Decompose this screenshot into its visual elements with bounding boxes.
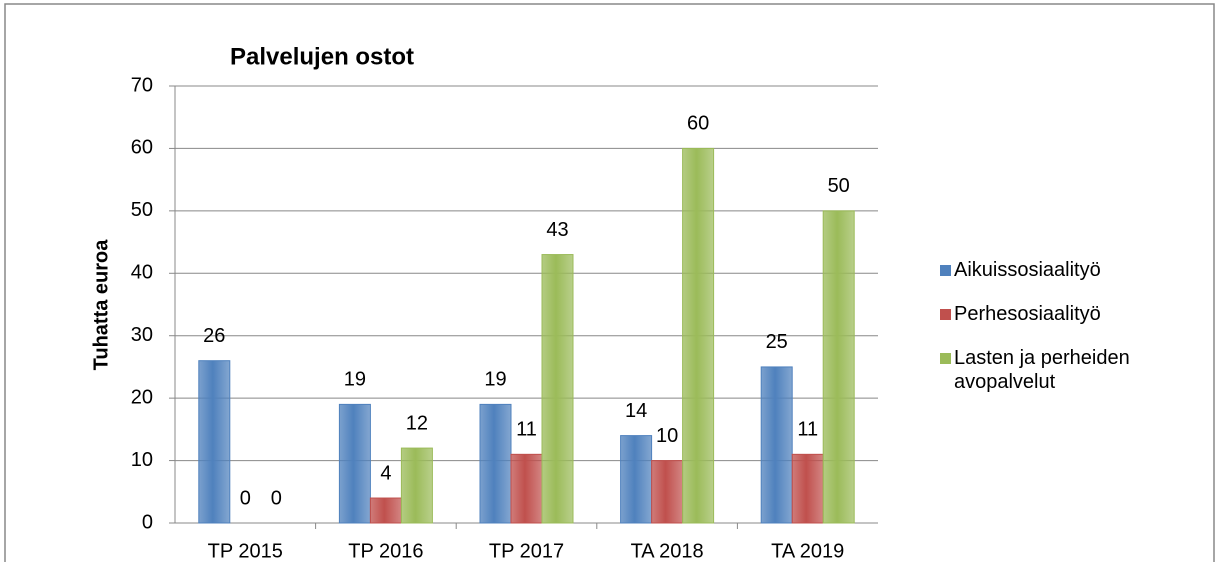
y-tick-label: 50 [131,199,153,221]
legend-swatch [940,353,951,364]
x-tick-label: TP 2016 [348,540,423,562]
legend-item: Lasten ja perheiden avopalvelut [940,346,1140,394]
legend: Aikuissosiaalityö Perhesosiaalityö Lasten … [940,258,1140,414]
bar [651,460,684,524]
legend-label: Aikuissosiaalityö [954,259,1101,281]
bar [541,254,574,524]
bar [198,360,231,524]
y-tick-label: 60 [131,137,153,159]
chart-title: Palvelujen ostot [230,43,414,70]
data-label: 11 [516,419,537,441]
bar [510,453,543,524]
data-label: 19 [484,369,506,391]
legend-item: Aikuissosiaalityö [940,258,1140,282]
legend-label: Lasten ja perheiden avopalvelut [954,347,1130,393]
data-label: 12 [406,412,428,434]
legend-swatch [940,265,951,276]
data-label: 26 [203,325,225,347]
bar [369,497,402,524]
chart-border [4,3,1215,562]
y-tick-label: 70 [131,74,153,96]
data-label: 0 [240,487,251,509]
bar [682,147,715,524]
bar [791,453,824,524]
bar [822,210,855,524]
data-label: 43 [546,219,568,241]
x-tick-label: TA 2019 [771,540,844,562]
bar [400,447,433,524]
y-tick-label: 40 [131,262,153,284]
x-tick-label: TP 2017 [489,540,564,562]
data-label: 60 [687,113,709,135]
legend-swatch [940,309,951,320]
data-label: 4 [380,462,391,484]
data-label: 50 [828,175,850,197]
data-label: 25 [766,331,788,353]
x-tick-label: TA 2018 [631,540,704,562]
data-label: 10 [656,425,678,447]
legend-label: Perhesosiaalityö [954,303,1101,325]
bar [760,366,793,524]
bar [338,403,371,524]
data-label: 11 [797,419,818,441]
data-label: 0 [271,487,282,509]
bar [620,435,653,524]
data-label: 19 [344,369,366,391]
legend-item: Perhesosiaalityö [940,302,1140,326]
y-axis-title: Tuhatta euroa [90,239,112,371]
bar [479,403,512,524]
x-tick-label: TP 2015 [208,540,283,562]
y-tick-label: 30 [131,324,153,346]
y-tick-label: 0 [142,511,153,533]
y-tick-label: 10 [131,449,153,471]
data-label: 14 [625,400,647,422]
y-tick-label: 20 [131,386,153,408]
